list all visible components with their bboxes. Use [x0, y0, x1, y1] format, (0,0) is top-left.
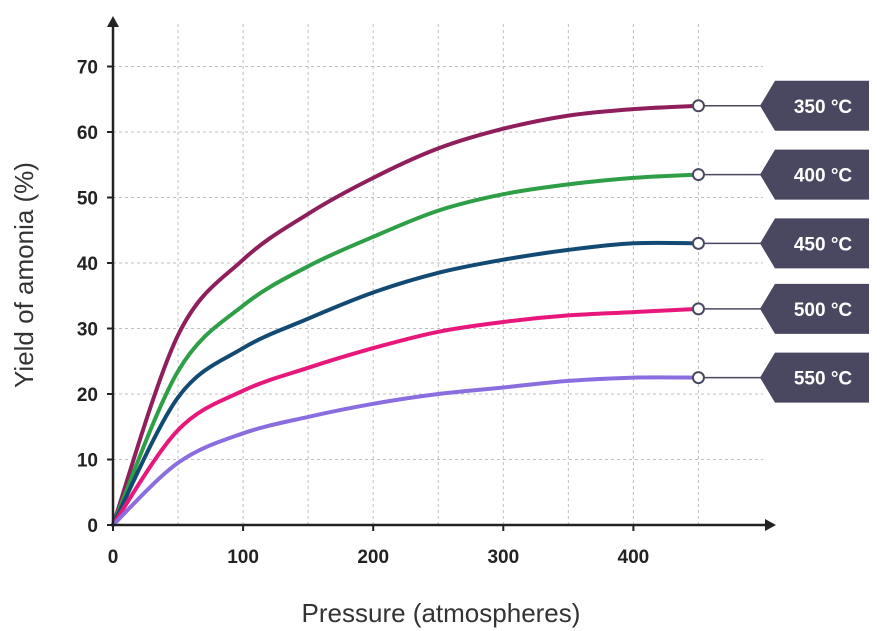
y-axis-title: Yield of amonia (%): [9, 162, 39, 388]
end-marker: [691, 99, 705, 113]
series-name-label: 500 °C: [794, 300, 853, 321]
series-line: [111, 306, 701, 527]
x-tick-label: 0: [108, 547, 119, 568]
series-name-label: 400 °C: [794, 166, 853, 187]
y-tick-label: 40: [77, 254, 98, 275]
x-tick-label: 400: [618, 547, 650, 568]
y-axis-arrow: [107, 16, 119, 27]
series-line: [111, 375, 701, 527]
label-tag: [760, 80, 869, 131]
y-tick-label: 0: [87, 516, 98, 537]
series-name-label: 350 °C: [794, 97, 853, 118]
x-tick-label: 300: [487, 547, 519, 568]
x-axis-arrow: [765, 519, 776, 531]
label-tag: [760, 352, 869, 403]
end-marker: [691, 302, 705, 316]
series-name-label: 550 °C: [794, 369, 853, 390]
end-marker: [691, 371, 705, 385]
y-tick-label: 50: [77, 189, 98, 210]
y-tick-label: 10: [77, 451, 98, 472]
y-tick-label: 20: [77, 385, 98, 406]
series-end-label: 400 °C: [691, 149, 869, 200]
grid-lines: [113, 22, 763, 525]
series-line: [111, 172, 701, 527]
axes: [107, 16, 776, 531]
y-tick-label: 60: [77, 123, 98, 144]
end-marker: [691, 168, 705, 182]
y-tick-label: 70: [77, 58, 98, 79]
x-tick-label: 100: [227, 547, 259, 568]
end-marker: [691, 236, 705, 250]
label-tag: [760, 218, 869, 269]
series-lines: [111, 103, 701, 527]
label-tag: [760, 149, 869, 200]
series-end-label: 500 °C: [691, 283, 869, 334]
series-end-label: 450 °C: [691, 218, 869, 269]
series-end-labels: 350 °C 400 °C 450 °C 500 °C 550 °C: [691, 80, 869, 403]
y-tick-label: 30: [77, 320, 98, 341]
x-tick-label: 200: [357, 547, 389, 568]
series-name-label: 450 °C: [794, 234, 853, 255]
label-tag: [760, 283, 869, 334]
series-end-label: 350 °C: [691, 80, 869, 131]
series-line: [111, 103, 701, 527]
x-axis-title: Pressure (atmospheres): [302, 598, 581, 628]
series-end-label: 550 °C: [691, 352, 869, 403]
x-tick-labels: 0 100 200 300 400: [108, 525, 650, 568]
series-line: [111, 240, 701, 527]
y-tick-labels: 0 10 20 30 40 50 60 70: [77, 58, 113, 537]
